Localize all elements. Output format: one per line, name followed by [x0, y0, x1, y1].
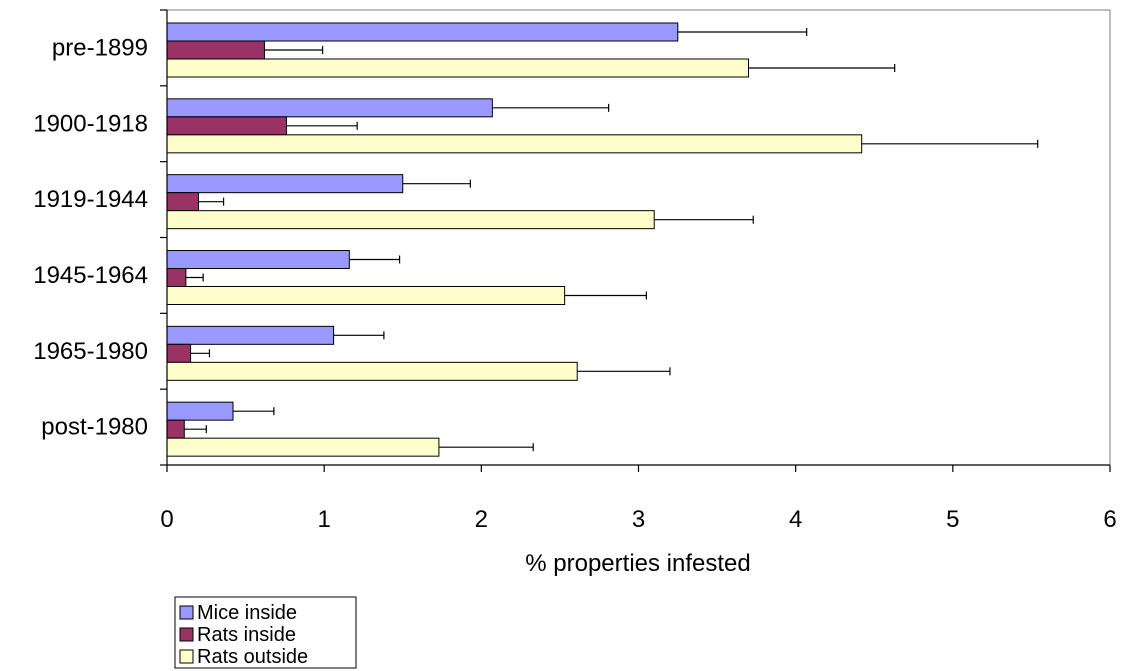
legend-swatch: [179, 627, 194, 642]
bar: [166, 401, 234, 421]
errorbars-layer: [184, 28, 1039, 452]
legend-swatch: [179, 605, 194, 620]
legend-label: Mice inside: [197, 602, 297, 624]
bar: [166, 210, 655, 230]
bar: [166, 22, 679, 42]
bar: [166, 134, 863, 154]
y-tick-label: 1965-1980: [33, 338, 148, 365]
bar: [166, 286, 566, 305]
y-tick-label: 1900-1918: [33, 110, 148, 137]
bar: [166, 419, 185, 439]
y-axis: pre-1899 1900-1918 1919-1944 1945-1964 1965-…: [33, 9, 168, 466]
bar: [166, 116, 287, 136]
x-tick-label: 6: [1103, 506, 1116, 533]
bar: [166, 174, 404, 194]
plot-area: [166, 9, 1111, 466]
y-tick-label: pre-1899: [52, 34, 148, 61]
x-axis: 0 1 2 3 4 5 6: [160, 464, 1117, 533]
x-tick-label: 5: [946, 506, 959, 533]
bar: [166, 343, 192, 363]
bar: [166, 268, 187, 287]
x-tick-label: 0: [160, 506, 173, 533]
bar: [166, 58, 750, 78]
legend-label: Rats inside: [197, 624, 296, 646]
y-tick-label: 1919-1944: [33, 186, 148, 213]
x-tick-label: 2: [475, 506, 488, 533]
legend-swatch: [179, 649, 194, 664]
bar: [166, 98, 493, 118]
bar: [166, 325, 335, 345]
bar: [166, 437, 440, 457]
bar: [166, 250, 350, 269]
legend-label: Rats outside: [197, 646, 308, 668]
legend-box: [174, 596, 357, 669]
bars-layer: [166, 22, 863, 457]
y-tick-label: post-1980: [41, 414, 148, 441]
bar: [166, 192, 199, 212]
bar: [166, 361, 578, 381]
x-tick-label: 3: [632, 506, 645, 533]
x-tick-label: 1: [317, 506, 330, 533]
bar: [166, 40, 265, 60]
x-axis-title: % properties infested: [525, 550, 750, 577]
y-tick-label: 1945-1964: [33, 262, 148, 289]
x-tick-label: 4: [789, 506, 802, 533]
